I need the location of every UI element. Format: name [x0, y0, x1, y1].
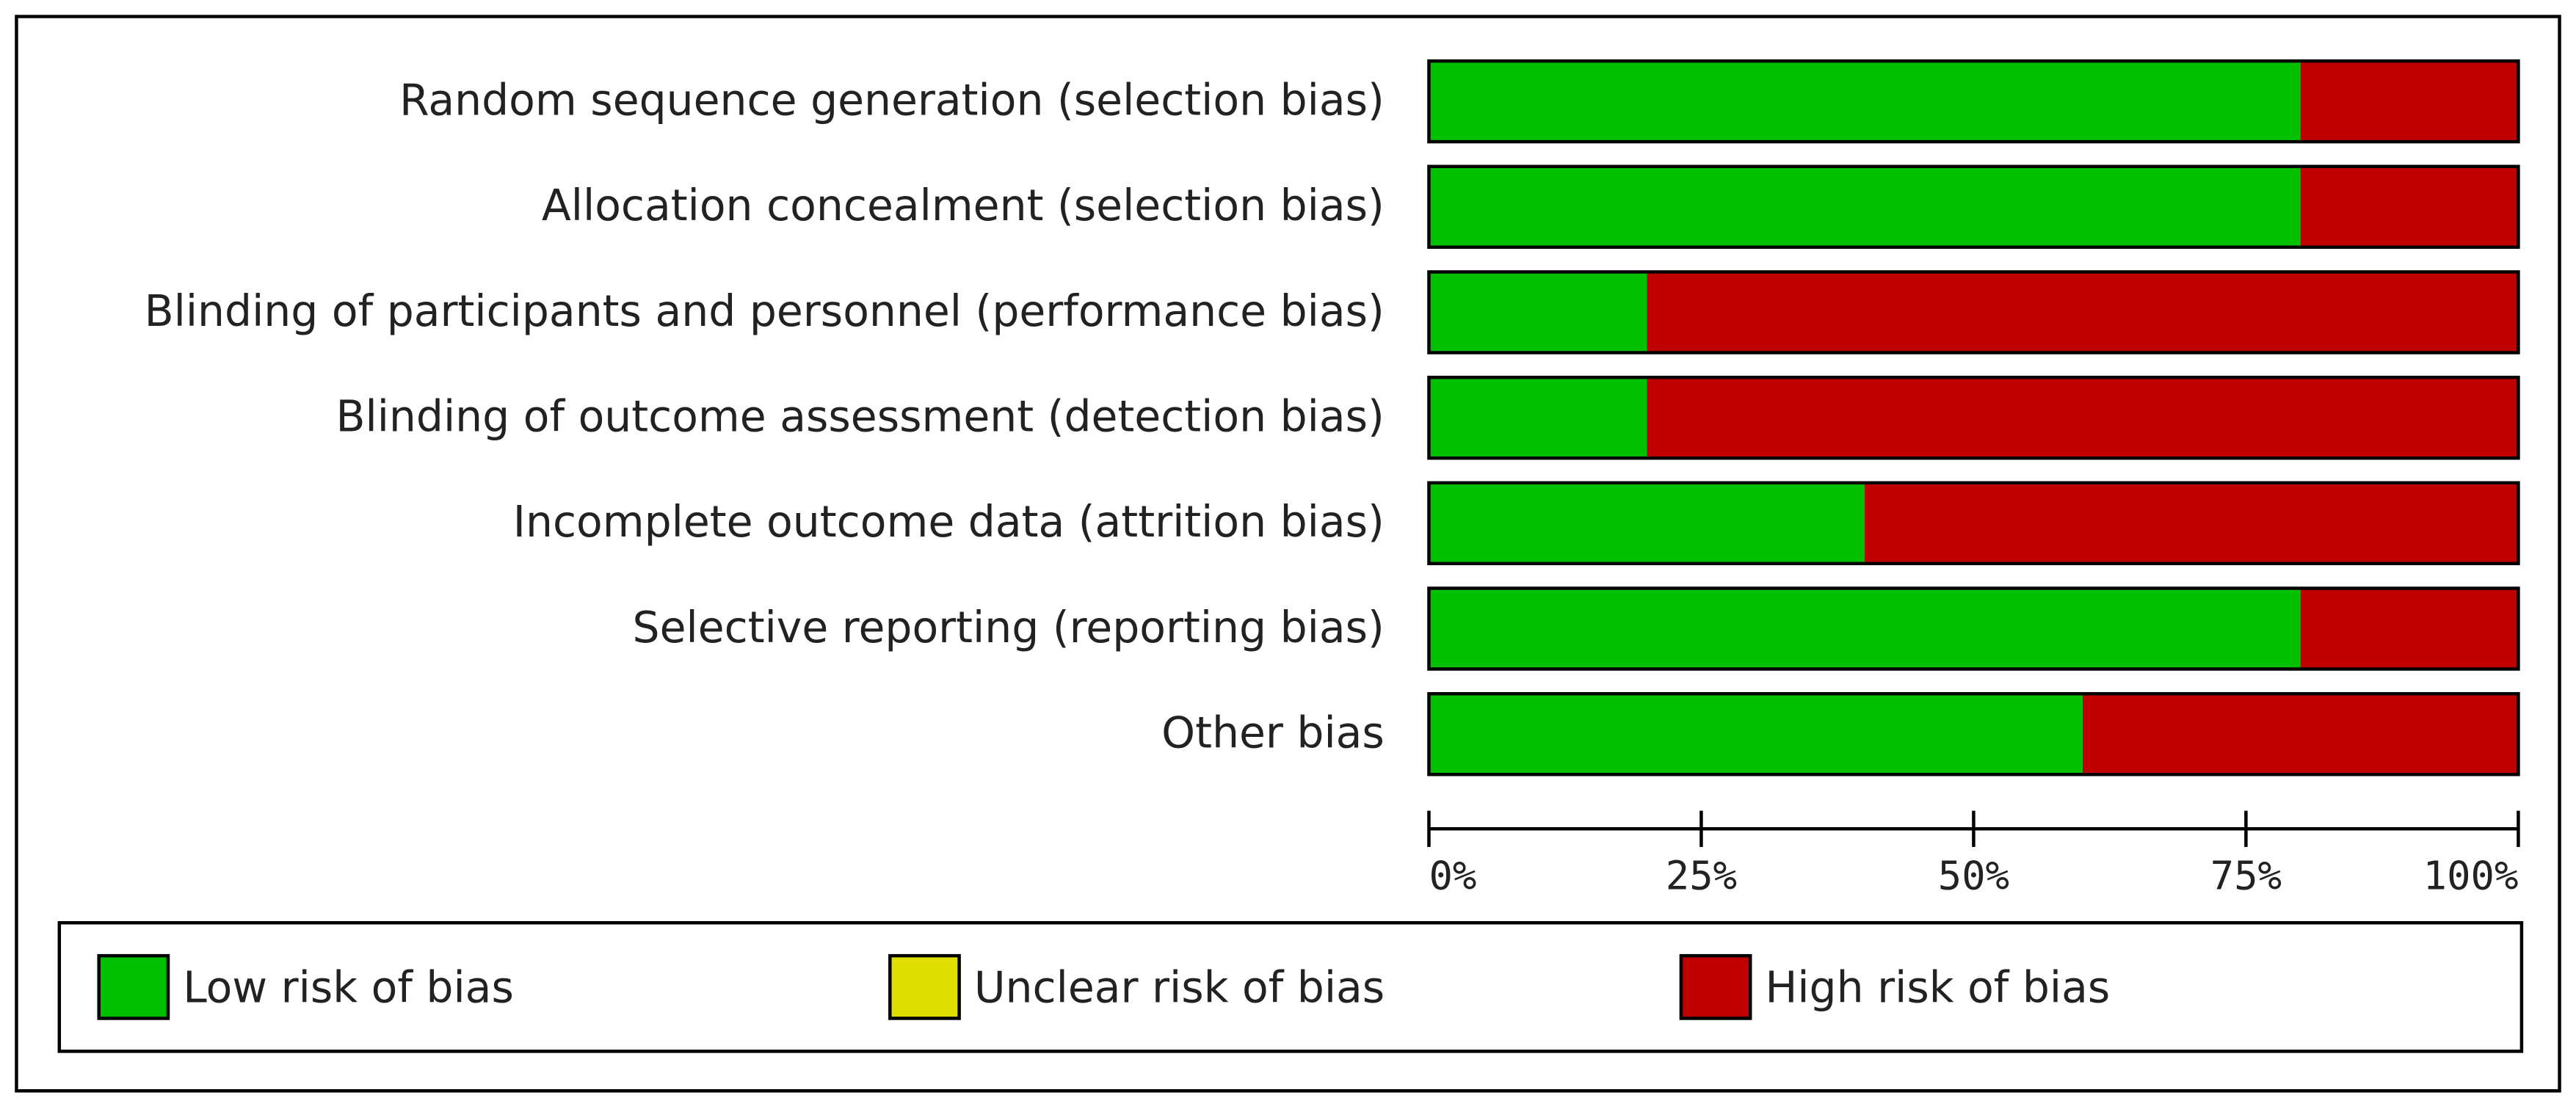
bar-segment — [1429, 588, 2301, 669]
bar-segment — [1429, 61, 2301, 142]
legend-swatch — [97, 953, 170, 1020]
legend-label: Unclear risk of bias — [974, 962, 1385, 1012]
bar-segment — [2300, 588, 2519, 669]
bar-segment — [2300, 166, 2519, 247]
bar-segment — [1429, 272, 1647, 353]
bar-segment — [1429, 377, 1647, 459]
category-label: Incomplete outcome data (attrition bias) — [513, 497, 1385, 547]
category-label: Allocation concealment (selection bias) — [542, 181, 1385, 230]
bar-segment — [1429, 694, 2083, 775]
x-tick-label: 100% — [2423, 852, 2519, 898]
x-tick-label: 0% — [1429, 852, 1476, 898]
bar-outline — [1427, 59, 2520, 144]
x-tick-label: 75% — [2210, 852, 2282, 898]
bar-segment — [1429, 166, 2301, 247]
bar-outline — [1427, 270, 2520, 354]
category-label: Random sequence generation (selection bi… — [399, 75, 1385, 125]
bar-outline — [1427, 481, 2520, 566]
bar-segment — [1865, 482, 2519, 564]
legend-swatch — [888, 953, 961, 1020]
bar-segment — [1429, 482, 1865, 564]
x-tick-label: 25% — [1666, 852, 1737, 898]
bar-outline — [1427, 375, 2520, 460]
x-tick-label: 50% — [1938, 852, 2009, 898]
bar-outline — [1427, 164, 2520, 250]
category-label: Selective reporting (reporting bias) — [633, 603, 1385, 652]
category-label: Blinding of outcome assessment (detectio… — [335, 392, 1384, 442]
bar-segment — [2082, 694, 2519, 775]
bar-segment — [1647, 377, 2519, 459]
bar-outline — [1427, 586, 2520, 671]
bar-segment — [1647, 272, 2519, 353]
legend-label: High risk of bias — [1765, 962, 2110, 1012]
legend-swatch — [1679, 953, 1752, 1020]
category-label: Other bias — [1161, 708, 1385, 758]
bar-outline — [1427, 691, 2520, 777]
bar-segment — [2300, 61, 2519, 142]
category-label: Blinding of participants and personnel (… — [145, 286, 1385, 336]
legend-label: Low risk of bias — [183, 962, 514, 1012]
legend-box — [57, 921, 2524, 1053]
